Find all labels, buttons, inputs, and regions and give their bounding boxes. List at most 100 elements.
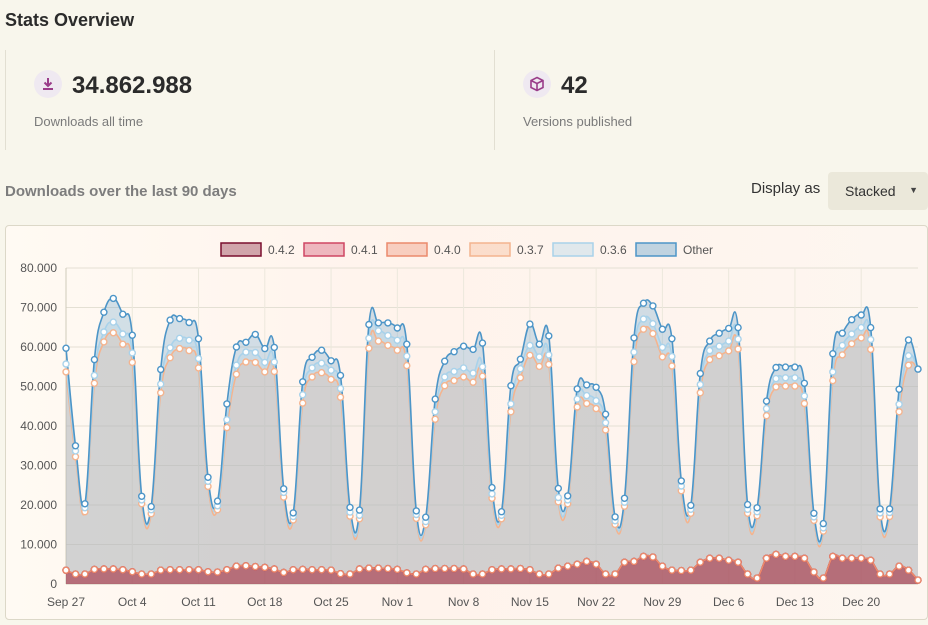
point-0-3-7	[838, 351, 846, 359]
point-0-4-0	[639, 552, 648, 561]
point-0-3-6	[734, 335, 742, 343]
area-0-3-6	[66, 316, 918, 584]
area-0-4-1	[66, 554, 918, 584]
point-Other	[128, 331, 137, 339]
point-Other	[317, 346, 326, 354]
point-Other	[725, 324, 733, 333]
point-Other	[308, 353, 316, 362]
point-0-4-0	[384, 564, 392, 573]
point-0-3-7	[715, 351, 723, 360]
point-0-4-0	[374, 564, 383, 572]
point-0-3-6	[317, 359, 326, 367]
point-Other	[611, 513, 619, 521]
downloads-section-title: Downloads over the last 90 days	[5, 183, 237, 200]
point-0-4-0	[232, 562, 241, 570]
downloads-chart: 0 10.000 20.000 30.000 40.000 50.000 60.000 70.…	[5, 225, 928, 620]
point-0-3-6	[469, 369, 477, 377]
point-0-3-7	[109, 329, 118, 337]
point-0-4-0	[791, 552, 799, 561]
x-tick-label: Nov 22	[577, 595, 615, 609]
display-as-label: Display as	[751, 180, 821, 197]
point-Other	[459, 342, 468, 350]
point-0-3-6	[583, 391, 591, 400]
point-Other	[422, 513, 430, 521]
x-tick-label: Oct 4	[118, 595, 147, 609]
point-0-4-0	[583, 557, 591, 566]
legend-swatch-0-4-1	[303, 242, 345, 257]
point-0-4-0	[687, 566, 695, 574]
point-0-4-0	[904, 566, 913, 574]
point-0-3-6	[639, 315, 648, 323]
point-0-3-7	[857, 334, 865, 342]
point-Other	[365, 320, 373, 329]
point-Other	[819, 519, 827, 528]
point-0-3-6	[904, 351, 913, 360]
point-Other	[838, 329, 846, 337]
point-0-3-6	[450, 367, 458, 376]
point-Other	[90, 355, 99, 364]
point-0-4-0	[175, 566, 184, 574]
point-Other	[772, 363, 780, 372]
point-Other	[620, 494, 629, 502]
point-Other	[904, 336, 913, 344]
point-0-3-6	[516, 364, 525, 373]
point-0-3-6	[791, 374, 799, 382]
point-Other	[194, 334, 203, 343]
point-0-3-7	[772, 383, 780, 391]
point-0-3-6	[649, 319, 657, 328]
point-0-4-0	[355, 565, 364, 573]
point-Other	[393, 324, 401, 332]
legend-label-0-4-0: 0.4.0	[434, 243, 461, 257]
x-tick-label: Dec 13	[776, 595, 814, 609]
point-Other	[213, 497, 222, 505]
area-0-4-2	[66, 554, 918, 584]
point-0-3-6	[109, 318, 118, 326]
downloads-label: Downloads all time	[34, 114, 144, 129]
point-Other	[526, 320, 534, 328]
point-Other	[687, 501, 695, 510]
point-0-3-6	[119, 330, 127, 338]
point-0-3-6	[336, 384, 345, 393]
point-0-4-0	[469, 570, 477, 578]
point-0-4-0	[137, 570, 146, 578]
point-0-4-0	[545, 570, 553, 578]
download-icon	[34, 70, 62, 98]
point-Other	[441, 357, 449, 365]
point-0-3-6	[308, 364, 316, 372]
point-0-3-6	[365, 334, 373, 343]
point-0-3-7	[895, 408, 903, 416]
point-0-3-6	[185, 336, 193, 345]
point-0-3-7	[545, 360, 553, 369]
point-0-3-6	[838, 341, 846, 350]
point-Other	[535, 340, 543, 348]
point-0-4-0	[535, 570, 543, 578]
point-0-4-0	[649, 553, 657, 561]
point-0-3-7	[242, 358, 250, 366]
point-0-4-0	[848, 554, 856, 562]
point-0-3-7	[251, 358, 260, 367]
point-0-3-6	[299, 391, 307, 399]
point-0-3-6	[535, 353, 543, 361]
point-0-3-6	[545, 351, 553, 359]
point-Other	[706, 337, 714, 345]
area-0-4-0	[66, 554, 918, 584]
point-0-4-0	[554, 564, 562, 572]
legend-label-0-4-1: 0.4.1	[351, 243, 378, 257]
point-0-3-7	[725, 347, 733, 355]
point-0-4-0	[459, 565, 468, 573]
x-tick-label: Oct 11	[181, 595, 216, 609]
point-0-4-0	[194, 566, 203, 574]
display-mode-select[interactable]: Stacked ▼	[828, 172, 928, 210]
point-0-3-6	[848, 330, 856, 338]
point-0-3-6	[696, 380, 704, 389]
point-0-3-7	[270, 367, 278, 376]
point-0-4-0	[706, 554, 714, 562]
point-0-4-0	[857, 554, 865, 562]
point-0-3-7	[365, 344, 373, 352]
point-0-3-6	[403, 352, 411, 360]
legend-swatch-0-4-0	[386, 242, 428, 257]
point-Other	[601, 410, 610, 418]
point-Other	[564, 492, 572, 500]
point-0-4-0	[601, 570, 610, 578]
point-0-3-6	[772, 374, 780, 383]
